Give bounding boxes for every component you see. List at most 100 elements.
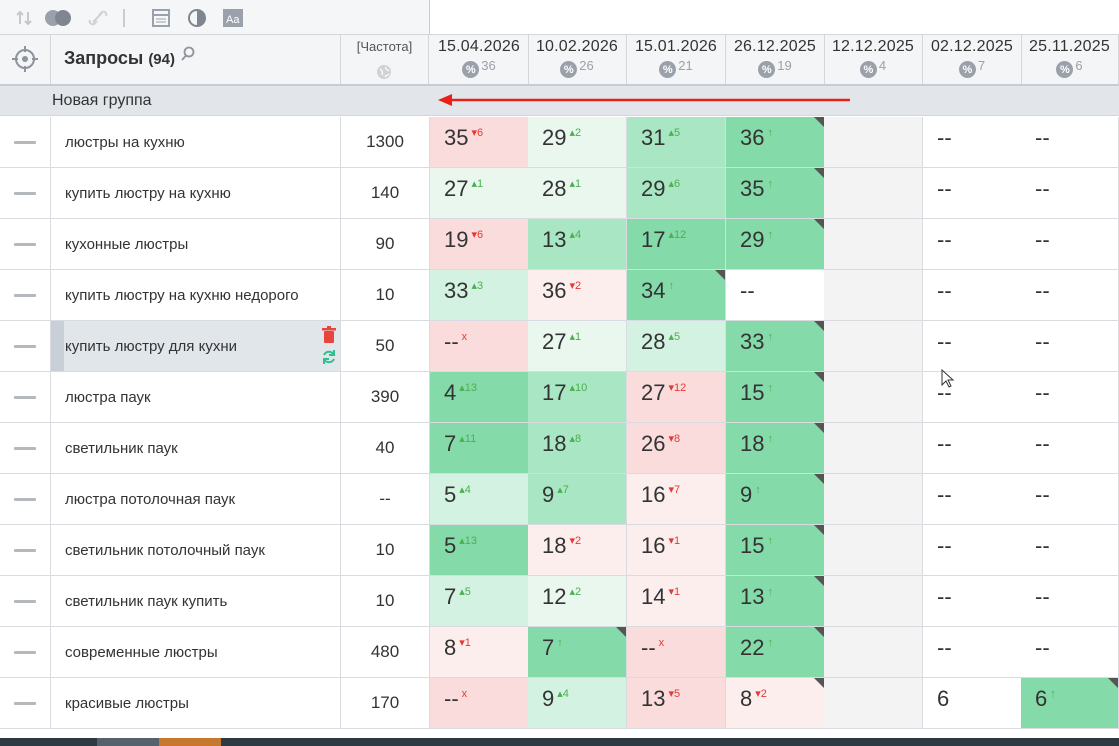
group-row[interactable]: Новая группа xyxy=(0,86,1119,116)
query-cell[interactable]: современные люстры xyxy=(51,627,341,677)
position-cell[interactable]: 13 ▴4 xyxy=(528,219,627,269)
position-cell[interactable] xyxy=(824,219,923,269)
drag-dash-icon[interactable] xyxy=(14,243,36,246)
trash-icon[interactable] xyxy=(321,326,337,344)
position-cell[interactable]: 12 ▴2 xyxy=(528,576,627,626)
table-row[interactable]: светильник потолочный паук 10 5 ▴13 18 ▾2 16 ▾1… xyxy=(0,525,1119,576)
position-cell[interactable]: -- xyxy=(923,321,1022,371)
percent-icon[interactable]: % xyxy=(1056,61,1074,78)
table-row[interactable]: люстра паук 390 4 ▴13 17 ▴10 27 ▾12 15 ↑ -- -- xyxy=(0,372,1119,423)
position-cell[interactable]: 29 ▴6 xyxy=(627,168,726,218)
position-cell[interactable]: 33 ↑ xyxy=(726,321,825,371)
table-icon[interactable] xyxy=(150,8,172,28)
sort-icon[interactable] xyxy=(14,8,34,28)
row-handle[interactable] xyxy=(0,525,51,575)
position-cell[interactable]: -- x xyxy=(430,321,529,371)
percent-icon[interactable]: % xyxy=(859,61,877,78)
position-cell[interactable]: -- xyxy=(923,372,1022,422)
position-cell[interactable] xyxy=(824,321,923,371)
query-cell[interactable]: светильник паук купить xyxy=(51,576,341,626)
position-cell[interactable]: -- xyxy=(1021,321,1119,371)
position-cell[interactable]: 4 ▴13 xyxy=(430,372,529,422)
position-cell[interactable]: -- xyxy=(923,168,1022,218)
position-cell[interactable]: 5 ▴4 xyxy=(430,474,529,524)
position-cell[interactable]: -- xyxy=(1021,474,1119,524)
font-size-icon[interactable]: Aa xyxy=(222,8,244,28)
position-cell[interactable]: 9 ▴4 xyxy=(528,678,627,728)
query-cell[interactable]: люстра паук xyxy=(51,372,341,422)
position-cell[interactable] xyxy=(824,678,923,728)
drag-dash-icon[interactable] xyxy=(14,345,36,348)
position-cell[interactable]: 6 ↑ xyxy=(1021,678,1119,728)
drag-dash-icon[interactable] xyxy=(14,702,36,705)
position-cell[interactable]: -- xyxy=(726,270,825,320)
date-column-header[interactable]: 15.04.2026 % 36 xyxy=(430,35,529,84)
query-cell[interactable]: люстры на кухню xyxy=(51,117,341,167)
table-row[interactable]: люстры на кухню 1300 35 ▾6 29 ▴2 31 ▴5 36 ↑ -- -- xyxy=(0,117,1119,168)
position-cell[interactable]: 13 ↑ xyxy=(726,576,825,626)
position-cell[interactable]: 35 ▾6 xyxy=(430,117,529,167)
table-row[interactable]: купить люстру для кухни 50 -- x 27 ▴1 28 ▴5 33 ↑ -… xyxy=(0,321,1119,372)
position-cell[interactable]: 9 ▴7 xyxy=(528,474,627,524)
position-cell[interactable]: 7 ▴11 xyxy=(430,423,529,473)
drag-dash-icon[interactable] xyxy=(14,294,36,297)
position-cell[interactable]: -- xyxy=(1021,423,1119,473)
percent-icon[interactable]: % xyxy=(958,61,976,78)
position-cell[interactable]: 27 ▾12 xyxy=(627,372,726,422)
query-cell[interactable]: светильник потолочный паук xyxy=(51,525,341,575)
date-column-header[interactable]: 10.02.2026 % 26 xyxy=(528,35,627,84)
position-cell[interactable]: 34 ↑ xyxy=(627,270,726,320)
position-cell[interactable]: 29 ↑ xyxy=(726,219,825,269)
date-column-header[interactable]: 26.12.2025 % 19 xyxy=(726,35,825,84)
position-cell[interactable]: -- xyxy=(923,525,1022,575)
position-cell[interactable]: 8 ▾2 xyxy=(726,678,825,728)
position-cell[interactable]: 18 ↑ xyxy=(726,423,825,473)
row-handle[interactable] xyxy=(0,270,51,320)
table-row[interactable]: красивые люстры 170 -- x 9 ▴4 13 ▾5 8 ▾2 6 6 ↑ xyxy=(0,678,1119,729)
link-icon[interactable] xyxy=(86,8,110,28)
position-cell[interactable] xyxy=(824,576,923,626)
position-cell[interactable] xyxy=(824,168,923,218)
position-cell[interactable] xyxy=(824,627,923,677)
position-cell[interactable] xyxy=(824,474,923,524)
position-cell[interactable]: 22 ↑ xyxy=(726,627,825,677)
position-cell[interactable]: 16 ▾1 xyxy=(627,525,726,575)
position-cell[interactable]: 27 ▴1 xyxy=(528,321,627,371)
row-handle[interactable] xyxy=(0,117,51,167)
date-column-header[interactable]: 25.11.2025 % 6 xyxy=(1021,35,1119,84)
position-cell[interactable]: 18 ▴8 xyxy=(528,423,627,473)
drag-dash-icon[interactable] xyxy=(14,651,36,654)
table-row[interactable]: светильник паук купить 10 7 ▴5 12 ▴2 14 ▾1 13 ↑ --… xyxy=(0,576,1119,627)
position-cell[interactable]: 15 ↑ xyxy=(726,525,825,575)
table-row[interactable]: кухонные люстры 90 19 ▾6 13 ▴4 17 ▴12 29 ↑ -- -- xyxy=(0,219,1119,270)
position-cell[interactable]: -- xyxy=(1021,270,1119,320)
row-handle[interactable] xyxy=(0,576,51,626)
row-handle[interactable] xyxy=(0,423,51,473)
position-cell[interactable]: 7 ▴5 xyxy=(430,576,529,626)
position-cell[interactable]: 18 ▾2 xyxy=(528,525,627,575)
crosshair-icon[interactable] xyxy=(0,35,51,84)
drag-dash-icon[interactable] xyxy=(14,498,36,501)
drag-dash-icon[interactable] xyxy=(14,192,36,195)
position-cell[interactable]: -- xyxy=(923,423,1022,473)
contrast-icon[interactable] xyxy=(186,8,208,28)
position-cell[interactable]: 14 ▾1 xyxy=(627,576,726,626)
position-cell[interactable]: -- xyxy=(923,219,1022,269)
position-cell[interactable]: -- x xyxy=(627,627,726,677)
query-cell[interactable]: купить люстру на кухню xyxy=(51,168,341,218)
query-cell[interactable]: купить люстру для кухни xyxy=(51,321,341,371)
position-cell[interactable]: -- xyxy=(923,117,1022,167)
position-cell[interactable]: 36 ▾2 xyxy=(528,270,627,320)
drag-dash-icon[interactable] xyxy=(14,396,36,399)
row-handle[interactable] xyxy=(0,168,51,218)
position-cell[interactable]: 35 ↑ xyxy=(726,168,825,218)
frequency-header[interactable]: [Частота] xyxy=(341,35,429,84)
position-cell[interactable]: -- xyxy=(923,627,1022,677)
row-handle[interactable] xyxy=(0,627,51,677)
query-cell[interactable]: купить люстру на кухню недорого xyxy=(51,270,341,320)
position-cell[interactable]: 27 ▴1 xyxy=(430,168,529,218)
drag-dash-icon[interactable] xyxy=(14,141,36,144)
position-cell[interactable]: 31 ▴5 xyxy=(627,117,726,167)
position-cell[interactable]: -- x xyxy=(430,678,529,728)
position-cell[interactable]: 7 ↑ xyxy=(528,627,627,677)
